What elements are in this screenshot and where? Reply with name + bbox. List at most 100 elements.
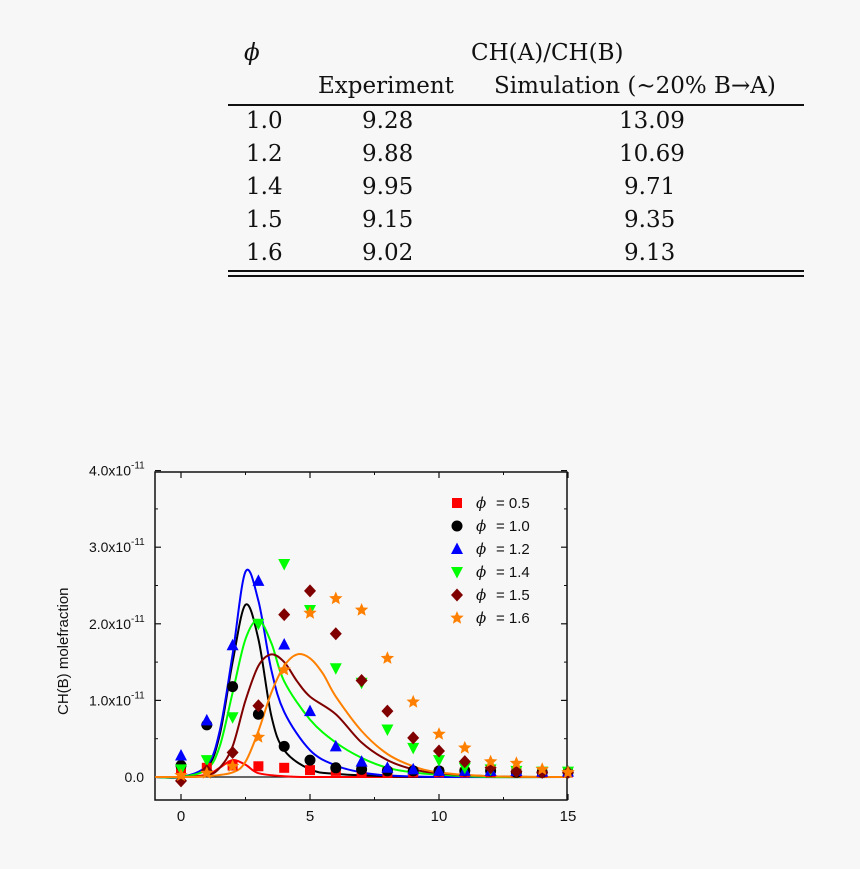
data-point xyxy=(226,712,239,724)
phi-value: 1.6 xyxy=(246,240,283,266)
data-point xyxy=(278,637,291,650)
legend-symbol: ϕ xyxy=(476,517,486,535)
legend-label: = 1.0 xyxy=(496,518,530,535)
phi-value: 1.0 xyxy=(246,108,283,134)
molefraction-chart: 0 5 10 150.01.0x10 -112.0x10 -113.0x10 -114.0x… xyxy=(55,461,577,825)
data-point xyxy=(329,627,342,641)
x-tick-label: 0 xyxy=(177,808,185,825)
data-point xyxy=(225,759,240,772)
legend-marker xyxy=(450,611,464,624)
legend-symbol: ϕ xyxy=(476,494,486,512)
y-tick-exponent: -11 xyxy=(131,614,145,625)
data-point xyxy=(510,765,523,779)
simulation-value: 10.69 xyxy=(619,141,685,167)
phi-header: ϕ xyxy=(244,40,260,66)
legend-marker xyxy=(451,567,463,579)
data-point xyxy=(278,559,291,571)
data-point xyxy=(354,603,369,616)
x-tick-label: 5 xyxy=(306,808,314,825)
y-tick-label: 0.0 xyxy=(125,769,145,785)
data-point xyxy=(174,768,188,782)
simulation-value: 9.35 xyxy=(624,207,676,233)
data-point xyxy=(407,742,420,755)
data-point xyxy=(253,761,264,772)
data-point xyxy=(252,574,265,586)
data-point xyxy=(226,745,239,759)
experiment-value: 9.02 xyxy=(362,240,414,266)
data-point xyxy=(484,761,497,775)
legend-label: = 1.6 xyxy=(496,610,530,627)
data-point xyxy=(200,713,213,726)
data-points xyxy=(174,559,575,788)
y-tick-exponent: -11 xyxy=(131,461,145,472)
data-point xyxy=(329,591,343,605)
legend-label: = 0.5 xyxy=(496,495,530,512)
experiment-header: Experiment xyxy=(318,73,454,99)
data-point xyxy=(175,749,187,761)
experiment-value: 9.15 xyxy=(362,207,414,233)
ratio-header: CH(A)/CH(B) xyxy=(471,40,624,66)
data-point xyxy=(381,724,394,737)
data-point xyxy=(407,762,420,775)
data-point xyxy=(483,754,498,768)
data-point xyxy=(251,730,266,743)
data-point xyxy=(330,762,342,774)
data-point xyxy=(355,673,368,687)
simulation-value: 9.13 xyxy=(624,240,676,266)
data-point xyxy=(303,606,317,619)
x-tick-label: 15 xyxy=(560,808,577,825)
legend-symbol: ϕ xyxy=(476,609,486,627)
experiment-value: 9.88 xyxy=(362,141,414,167)
data-point xyxy=(175,774,187,788)
data-point xyxy=(432,727,446,740)
simulation-value: 13.09 xyxy=(619,108,685,134)
phi-value: 1.4 xyxy=(246,174,283,200)
data-point xyxy=(200,766,214,779)
data-point xyxy=(381,761,394,773)
legend-symbol: ϕ xyxy=(476,563,486,581)
legend-symbol: ϕ xyxy=(476,586,486,604)
x-tick-label: 10 xyxy=(431,808,448,825)
y-tick-exponent: -11 xyxy=(131,690,145,701)
legend-label: = 1.4 xyxy=(496,564,530,581)
data-point xyxy=(304,584,316,598)
data-point xyxy=(509,756,524,769)
data-point xyxy=(407,731,420,745)
data-point xyxy=(433,764,445,776)
data-point xyxy=(458,740,472,754)
model-curve xyxy=(155,619,569,779)
y-tick-label: 1.0x10 xyxy=(89,692,131,708)
bottom-rule-top xyxy=(228,270,804,272)
legend: ϕ = 0.5 ϕ = 1.0 ϕ = 1.2 ϕ = 1.4 ϕ = 1.5 ϕ = 1.6 xyxy=(450,494,530,627)
plot-frame xyxy=(154,471,568,801)
experiment-value: 9.95 xyxy=(362,174,414,200)
y-tick-exponent: -11 xyxy=(131,537,145,548)
y-axis-label: CH(B) molefraction xyxy=(55,587,72,715)
data-point xyxy=(200,755,213,767)
data-point xyxy=(304,754,316,766)
data-point xyxy=(458,755,471,769)
data-point xyxy=(458,762,471,775)
y-tick-label: 2.0x10 xyxy=(89,616,131,632)
data-point xyxy=(252,708,264,720)
data-point xyxy=(381,704,394,718)
legend-marker xyxy=(452,498,462,508)
data-point xyxy=(252,699,265,713)
data-point xyxy=(329,739,342,752)
legend-label: = 1.5 xyxy=(496,587,530,604)
phi-value: 1.2 xyxy=(246,141,283,167)
ratio-table: ϕ CH(A)/CH(B) Experiment Simulation (∼20… xyxy=(228,36,804,281)
data-point xyxy=(304,704,316,717)
data-point xyxy=(226,638,239,651)
data-point xyxy=(279,762,290,773)
simulation-value: 9.71 xyxy=(624,174,676,200)
data-point xyxy=(355,755,368,767)
y-tick-label: 4.0x10 xyxy=(89,463,131,479)
legend-marker xyxy=(451,542,463,554)
data-point xyxy=(278,608,291,622)
data-point xyxy=(433,755,445,767)
data-point xyxy=(433,744,445,758)
data-point xyxy=(252,618,265,631)
data-point xyxy=(535,762,549,775)
header-rule xyxy=(228,104,804,106)
